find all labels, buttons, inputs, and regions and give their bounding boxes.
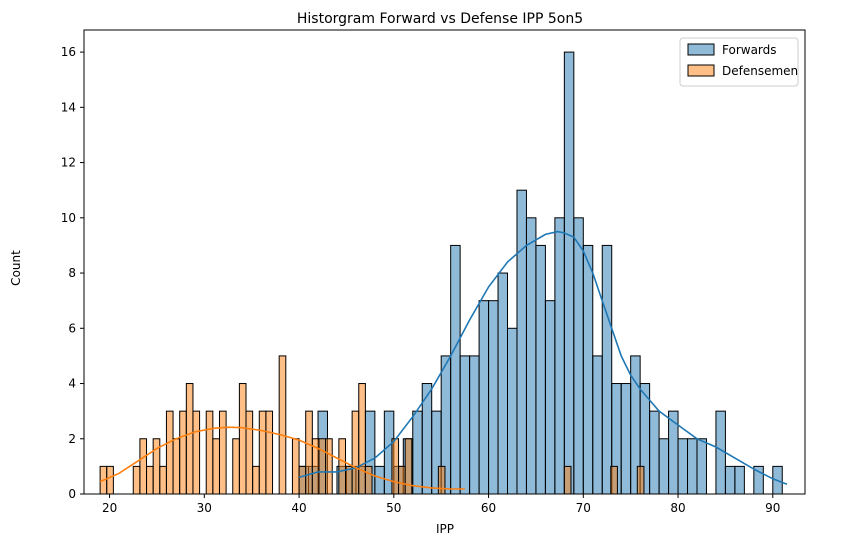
y-tick-label: 12 (61, 156, 76, 170)
forwards-bar (488, 300, 499, 495)
forwards-bar (601, 244, 613, 495)
forwards-bar (724, 465, 736, 495)
defensemen-bar (179, 410, 187, 495)
legend-swatch-defensemen (687, 64, 715, 77)
defensemen-bar (185, 383, 194, 495)
defensemen-bars (99, 355, 645, 495)
forwards-bar (592, 355, 603, 495)
x-axis-label: IPP (436, 522, 454, 536)
defensemen-bar (291, 438, 300, 495)
forwards-bar (497, 272, 509, 495)
forwards-bar (478, 300, 490, 495)
y-tick-label: 16 (61, 45, 76, 59)
x-tick-label: 30 (197, 501, 212, 515)
defensemen-bar (232, 438, 240, 495)
defensemen-bar (245, 410, 254, 495)
x-tick-label: 70 (576, 501, 591, 515)
defensemen-bar (278, 355, 287, 495)
forwards-bar (573, 217, 584, 495)
defensemen-bar (205, 410, 214, 495)
defensemen-bar (305, 410, 313, 495)
defensemen-kde-line (99, 426, 465, 490)
y-tick-label: 2 (68, 432, 76, 446)
legend-label-forwards: Forwards (722, 43, 777, 57)
defensemen-bar (636, 465, 645, 495)
kde-lines (99, 230, 788, 490)
defensemen-bar (172, 438, 181, 495)
defensemen-bar (358, 383, 366, 495)
legend-swatch-forwards (687, 43, 715, 56)
defensemen-bar (610, 465, 618, 495)
x-tick-label: 80 (670, 501, 685, 515)
y-tick-label: 8 (68, 266, 76, 280)
defensemen-bar (238, 383, 247, 495)
defensemen-bar (563, 465, 572, 495)
defensemen-bar (318, 438, 327, 495)
forwards-bar (469, 355, 480, 495)
forwards-bar (459, 355, 471, 495)
defensemen-bar (351, 410, 360, 495)
forwards-bar (507, 327, 518, 495)
defensemen-bar (338, 438, 346, 495)
forwards-bar (620, 383, 632, 495)
defensemen-bar (139, 438, 148, 495)
forwards-bar (450, 244, 461, 495)
forwards-bar (582, 244, 594, 495)
y-tick-label: 0 (68, 487, 76, 501)
forwards-bar (687, 438, 698, 495)
plot-frame (83, 29, 806, 495)
y-tick-label: 14 (61, 100, 76, 114)
y-tick-label: 6 (68, 321, 76, 335)
forwards-bar (516, 189, 527, 495)
forwards-bar (544, 300, 556, 495)
forwards-bar (563, 51, 575, 495)
defensemen-bar (192, 410, 201, 495)
defensemen-bar (252, 465, 260, 495)
forwards-bar (554, 217, 565, 495)
legend-label-defensemen: Defensemen (722, 64, 798, 78)
legend: Forwards Defensemen (679, 37, 799, 87)
forwards-bars (298, 51, 783, 495)
defensemen-bar (398, 465, 406, 495)
defensemen-bar (159, 465, 167, 495)
chart-title: Historgram Forward vs Defense IPP 5on5 (297, 11, 583, 27)
forwards-bar (696, 438, 707, 495)
defensemen-bar (132, 465, 141, 495)
defensemen-bar (218, 410, 227, 495)
forwards-kde-line (298, 230, 788, 486)
defensemen-bar (391, 438, 400, 495)
forwards-bar (677, 438, 689, 495)
defensemen-bar (325, 438, 333, 495)
forwards-bar (658, 438, 670, 495)
forwards-bar (649, 410, 660, 495)
forwards-bar (734, 465, 745, 495)
x-tick-label: 60 (481, 501, 496, 515)
defensemen-bar (212, 438, 220, 495)
axes: 20 30 40 50 60 70 80 90 0 2 4 6 8 10 12 14 16 (61, 29, 806, 515)
defensemen-bar (364, 465, 373, 495)
x-tick-label: 90 (765, 501, 780, 515)
forwards-bar (374, 465, 385, 495)
forwards-bar (412, 410, 423, 495)
x-tick-label: 50 (386, 501, 401, 515)
x-tick-label: 40 (291, 501, 306, 515)
y-axis-label: Count (9, 250, 23, 286)
defensemen-bar (265, 410, 274, 495)
defensemen-bar (106, 465, 114, 495)
y-tick-label: 10 (61, 211, 76, 225)
defensemen-bar (165, 410, 174, 495)
forwards-bar (525, 217, 537, 495)
forwards-bar (535, 244, 546, 495)
defensemen-bar (298, 465, 307, 495)
defensemen-bar (146, 465, 154, 495)
x-tick-label: 20 (102, 501, 117, 515)
y-tick-label: 4 (68, 377, 76, 391)
defensemen-bar (258, 410, 267, 495)
defensemen-bar (437, 465, 446, 495)
